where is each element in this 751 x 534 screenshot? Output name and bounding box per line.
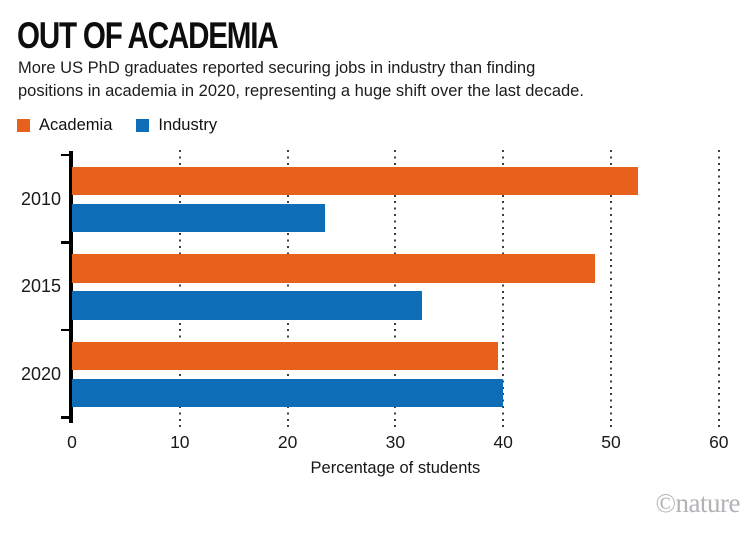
subtitle-line-2: positions in academia in 2020, represent… bbox=[18, 82, 584, 100]
gridline-50 bbox=[610, 150, 612, 429]
legend-item-industry: Industry bbox=[136, 116, 217, 135]
x-tick-label-10: 10 bbox=[170, 432, 190, 452]
legend-label: Academia bbox=[39, 116, 113, 134]
bar-academia-2020 bbox=[72, 341, 498, 371]
y-axis-tick bbox=[61, 416, 70, 419]
y-axis-tick bbox=[61, 241, 70, 244]
legend-label: Industry bbox=[158, 116, 218, 134]
y-axis-tick bbox=[61, 328, 70, 332]
bar-academia-2010 bbox=[72, 166, 638, 195]
legend-item-academia: Academia bbox=[17, 116, 112, 135]
x-tick-label-40: 40 bbox=[493, 432, 513, 452]
gridline-60 bbox=[717, 150, 720, 429]
gridline-40 bbox=[502, 150, 505, 429]
gridline-30 bbox=[394, 150, 397, 429]
gridline-20 bbox=[286, 150, 289, 429]
x-tick-label-20: 20 bbox=[277, 432, 298, 452]
bar-academia-2015 bbox=[72, 254, 595, 283]
legend: Academia Industry bbox=[17, 116, 241, 135]
x-tick-label-50: 50 bbox=[601, 432, 621, 452]
bar-industry-2015 bbox=[72, 291, 423, 320]
y-axis-tick bbox=[61, 153, 70, 156]
category-label-2010: 2010 bbox=[20, 188, 61, 209]
x-tick-label-60: 60 bbox=[709, 432, 729, 452]
chart-subtitle: More US PhD graduates reported securing … bbox=[18, 57, 584, 103]
category-label-2020: 2020 bbox=[20, 364, 61, 385]
legend-swatch-industry bbox=[136, 119, 150, 132]
bar-industry-2020 bbox=[72, 378, 504, 408]
legend-swatch-academia bbox=[17, 119, 30, 132]
x-tick-label-30: 30 bbox=[385, 432, 406, 452]
x-axis-title: Percentage of students bbox=[310, 459, 481, 477]
bar-industry-2010 bbox=[72, 203, 326, 232]
x-tick-label-0: 0 bbox=[67, 432, 77, 452]
gridline-10 bbox=[178, 150, 181, 429]
category-label-2015: 2015 bbox=[20, 276, 61, 297]
nature-watermark: ©nature bbox=[655, 488, 741, 518]
subtitle-line-1: More US PhD graduates reported securing … bbox=[18, 59, 536, 77]
chart-title: OUT OF ACADEMIA bbox=[17, 15, 279, 56]
y-axis-line bbox=[69, 151, 73, 423]
